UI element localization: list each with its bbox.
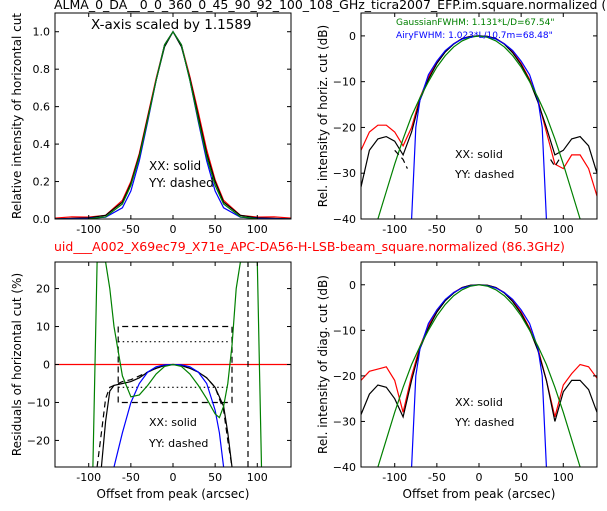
p2-series-2-blue-solid xyxy=(411,35,547,219)
p3-ytick-label: −20 xyxy=(27,434,50,447)
p4-annotation-0: XX: solid xyxy=(455,396,503,409)
p2-xtick-label: -100 xyxy=(382,223,407,236)
figure-title-top: ALMA_0_DA__0_0_360_0_45_90_92_100_108_GH… xyxy=(54,0,606,12)
p1-xtick-label: -100 xyxy=(76,223,101,236)
p1-xtick-label: 50 xyxy=(208,223,222,236)
p4-annotation-1: YY: dashed xyxy=(454,416,514,429)
p4-ytick-label: −10 xyxy=(333,324,356,337)
p1-ytick-label: 0.6 xyxy=(33,101,51,114)
p3-xtick-label: 0 xyxy=(170,471,177,484)
p3-ytick-label: 20 xyxy=(36,283,50,296)
p2-ytick-label: −30 xyxy=(333,167,356,180)
p1-series-2-blue-solid xyxy=(55,30,291,219)
p4-xtick-label: 0 xyxy=(476,471,483,484)
p4-xtick-label: -50 xyxy=(428,471,446,484)
plots-layer: -100 -50 0 50 1000.00.20.40.60.81.0Relative … xyxy=(10,12,598,501)
p3-annotation-0: XX: solid xyxy=(149,416,197,429)
p2-ytick-label: −10 xyxy=(333,76,356,89)
p1-xtick-label: 100 xyxy=(247,223,268,236)
p3-ytick-label: 10 xyxy=(36,321,50,334)
p3-xtick-label: -100 xyxy=(76,471,101,484)
p1-series-group xyxy=(55,30,291,219)
p1-ytick-label: 0.8 xyxy=(33,63,51,76)
figure-title-mid: uid___A002_X69ec79_X71e_APC-DA56-H-LSB-b… xyxy=(54,239,565,254)
p3-ylabel: Residuals of horizontal cut (%) xyxy=(10,273,24,456)
p2-annotation-1: AiryFWHM: 1.023*L/10.7m=68.48" xyxy=(396,31,553,41)
p1-ytick-label: 0.2 xyxy=(33,176,51,189)
p4-series-group xyxy=(361,284,597,467)
p2-ytick-label: −20 xyxy=(333,121,356,134)
p3-panel: -100 -50 0 50 100 −20 −10 0 10 20 Residuals of hor… xyxy=(10,261,292,501)
p2-panel: -100 -50 0 50 100 −40 −30 −20 −10 0 Rel. intensity… xyxy=(316,12,598,236)
p4-xtick-label: 100 xyxy=(553,471,574,484)
p3-ytick-label: 0 xyxy=(43,359,50,372)
p2-annotation-2: XX: solid xyxy=(455,148,503,161)
p3-xtick-label: 50 xyxy=(208,471,222,484)
p1-ytick-label: 0.0 xyxy=(33,213,51,226)
p1-annotation-1: XX: solid xyxy=(149,159,201,173)
p1-series-0-red-solid xyxy=(55,30,291,219)
p1-ytick-label: 1.0 xyxy=(33,26,51,39)
p3-series-group xyxy=(55,262,291,467)
p2-axes-frame xyxy=(360,12,598,220)
p2-series-group xyxy=(361,35,597,219)
p1-ylabel: Relative intensity of horizontal cut xyxy=(10,13,24,219)
p3-series-8-green-solid xyxy=(92,262,263,467)
p2-ylabel: Rel. intensity of horiz. cut (dB) xyxy=(316,25,330,207)
p2-annotation-3: YY: dashed xyxy=(454,168,514,181)
p4-panel: -100 -50 0 50 100 −40 −30 −20 −10 0 Rel. intensity… xyxy=(316,261,598,501)
p4-ytick-label: 0 xyxy=(349,279,356,292)
p1-annotation-0: X-axis scaled by 1.1589 xyxy=(91,17,252,33)
p1-series-3-green-solid xyxy=(55,30,291,219)
p4-ytick-label: −20 xyxy=(333,370,356,383)
p4-series-2-blue-solid xyxy=(411,284,547,467)
p2-series-3-green-solid xyxy=(377,35,581,219)
p3-annotation-1: YY: dashed xyxy=(148,437,208,450)
p1-xtick-label: 0 xyxy=(170,223,177,236)
p2-annotation-0: GaussianFWHM: 1.131*L/D=67.54" xyxy=(396,18,554,28)
p1-xtick-label: -50 xyxy=(122,223,140,236)
p4-ylabel: Rel. intensity of diag. cut (dB) xyxy=(316,275,330,454)
p2-xtick-label: 100 xyxy=(553,223,574,236)
p4-series-3-green-solid xyxy=(377,284,581,467)
p4-axes-frame xyxy=(360,261,598,468)
p1-panel: -100 -50 0 50 100 0.0 0.2 0.4 0.6 0.8 1.0 Relative … xyxy=(10,12,292,236)
p4-xtick-label: 50 xyxy=(514,471,528,484)
p3-xtick-label: 100 xyxy=(247,471,268,484)
p3-xtick-label: -50 xyxy=(122,471,140,484)
p2-series-5-black-dashed xyxy=(550,159,560,168)
p1-series-1-black-solid xyxy=(55,30,291,219)
p1-annotation-2: YY: dashed xyxy=(148,176,214,190)
p2-series-4-black-dashed xyxy=(394,149,408,169)
p2-xtick-label: -50 xyxy=(428,223,446,236)
p4-ytick-label: −40 xyxy=(333,461,356,474)
p4-xlabel: Offset from peak (arcsec) xyxy=(403,487,556,501)
p3-ytick-label: −10 xyxy=(27,396,50,409)
p3-xlabel: Offset from peak (arcsec) xyxy=(97,487,250,501)
p4-ytick-label: −30 xyxy=(333,415,356,428)
p3-series-2-black-dashed xyxy=(96,363,233,467)
p2-ytick-label: −40 xyxy=(333,213,356,226)
p2-xtick-label: 0 xyxy=(476,223,483,236)
p1-ytick-label: 0.4 xyxy=(33,138,51,151)
p2-ytick-label: 0 xyxy=(349,30,356,43)
p2-xtick-label: 50 xyxy=(514,223,528,236)
p4-xtick-label: -100 xyxy=(382,471,407,484)
p2-series-1-black-solid xyxy=(361,35,597,188)
